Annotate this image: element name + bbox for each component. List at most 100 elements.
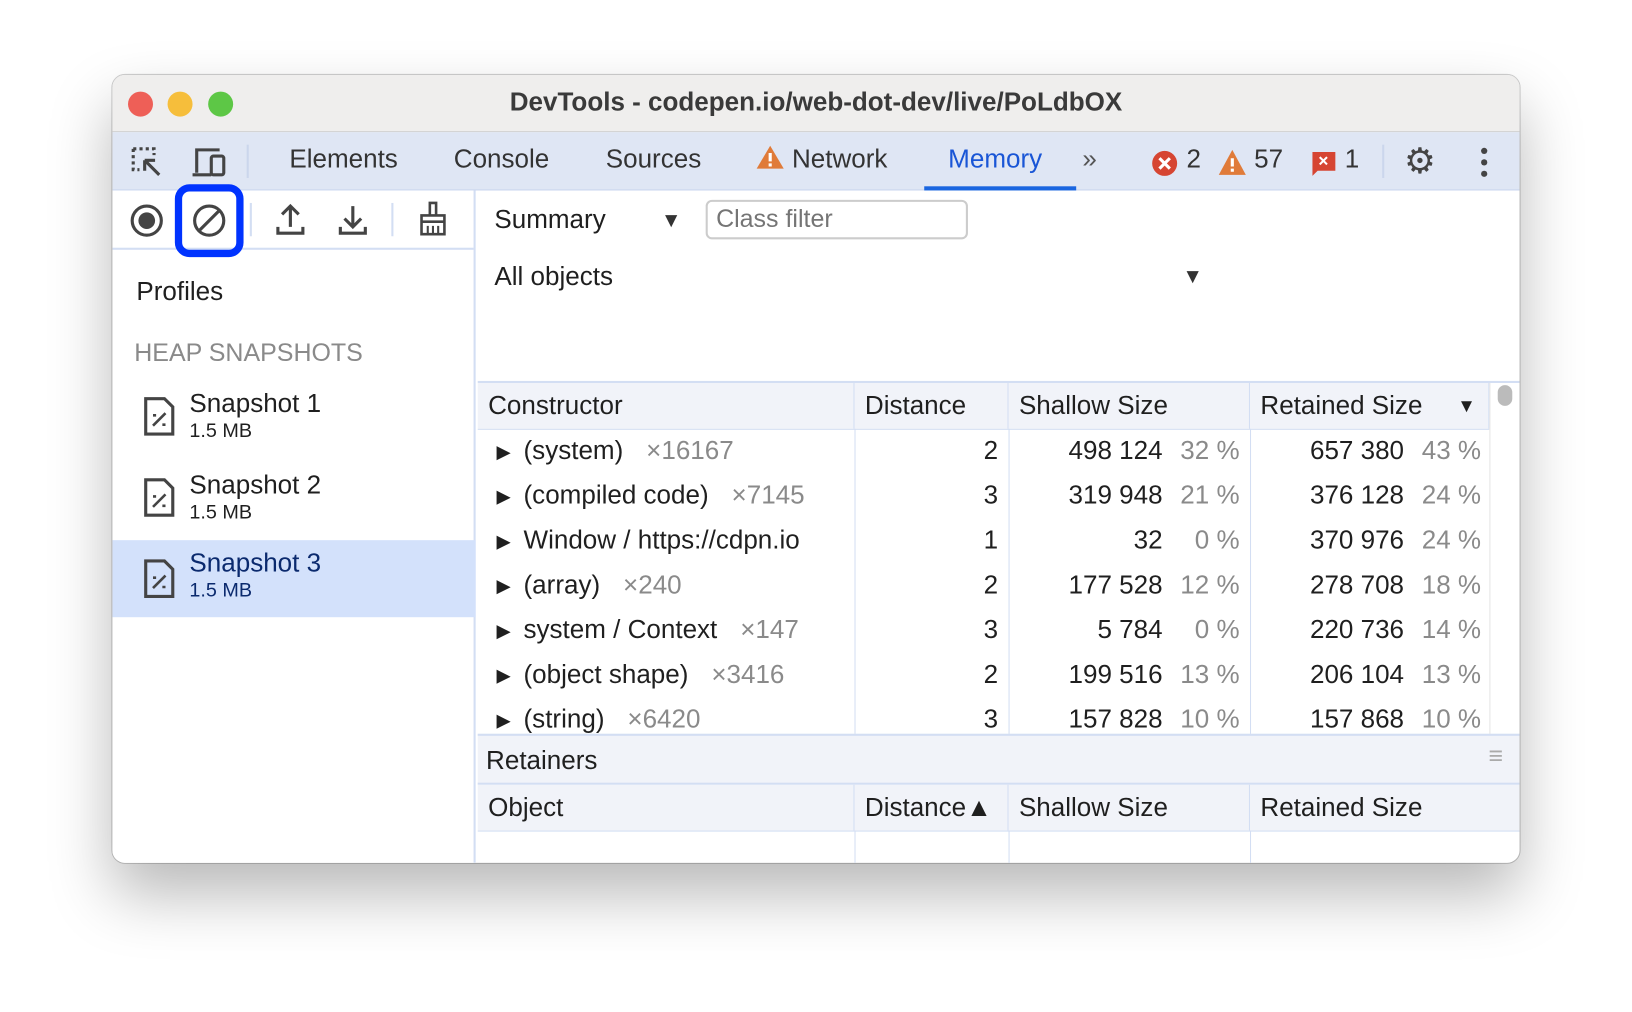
snapshot-size: 1.5 MB — [189, 501, 253, 524]
retainers-table: Object Distance▲ Shallow Size Retained S… — [477, 784, 1520, 863]
distance-value: 3 — [983, 480, 999, 510]
main-tab-bar: Elements Console Sources Network Memory … — [112, 132, 1520, 191]
close-button[interactable] — [128, 91, 153, 117]
issue-icon[interactable] — [1311, 151, 1336, 178]
tab-memory[interactable]: Memory — [948, 144, 1043, 174]
retained-size-percent: 24 % — [1421, 480, 1482, 510]
title-bar: DevTools - codepen.io/web-dot-dev/live/P… — [112, 74, 1520, 133]
objects-select[interactable]: All objects — [494, 262, 613, 292]
retained-size-value: 220 736 — [1309, 615, 1405, 645]
header-shallow-size[interactable]: Shallow Size — [1008, 784, 1251, 831]
expand-arrow-icon[interactable]: ▶ — [496, 441, 511, 463]
error-count[interactable]: 2 — [1186, 144, 1201, 174]
drag-handle-icon[interactable]: ≡ — [1488, 742, 1503, 771]
settings-gear-icon[interactable]: ⚙ — [1404, 141, 1436, 182]
constructor-label: (system) — [523, 436, 624, 466]
clear-all-profiles-icon[interactable] — [192, 203, 227, 238]
table-row[interactable]: ▶ system / Context ×147 3 5 784 0 % 220 736 14 … — [478, 609, 1490, 654]
snapshot-item-selected[interactable]: Snapshot 3 1.5 MB — [112, 540, 476, 618]
warning-count[interactable]: 57 — [1254, 144, 1284, 174]
snapshot-item[interactable]: Snapshot 2 1.5 MB — [112, 464, 475, 539]
tab-elements[interactable]: Elements — [289, 144, 398, 174]
clear-profiles-highlight — [174, 184, 244, 258]
constructor-label: system / Context — [523, 615, 718, 645]
warning-icon — [756, 145, 784, 169]
devtools-window: DevTools - codepen.io/web-dot-dev/live/P… — [112, 74, 1520, 863]
expand-arrow-icon[interactable]: ▶ — [496, 709, 511, 731]
table-row[interactable]: ▶ (compiled code) ×7145 3 319 948 21 % 376 128… — [478, 475, 1490, 520]
instance-count: ×6420 — [627, 704, 701, 734]
constructor-name: (object shape) ×3416 — [524, 660, 785, 690]
snapshot-size: 1.5 MB — [189, 420, 253, 443]
header-constructor[interactable]: Constructor — [477, 383, 855, 429]
warning-icon[interactable] — [1218, 149, 1247, 176]
constructor-label: (object shape) — [523, 659, 689, 690]
table-row[interactable]: ▶ (array) ×240 2 177 528 12 % 278 708 18 % — [478, 564, 1490, 609]
collect-garbage-icon[interactable] — [416, 201, 449, 238]
instance-count: ×147 — [740, 615, 799, 645]
expand-arrow-icon[interactable]: ▶ — [496, 486, 511, 507]
retained-size-value: 657 380 — [1309, 436, 1405, 466]
save-profile-icon[interactable] — [336, 202, 369, 237]
constructor-name: Window / https://cdpn.io — [524, 526, 823, 556]
heap-view: Summary ▼ All objects ▼ Constructor Dist… — [477, 190, 1520, 863]
class-filter-input[interactable] — [705, 199, 968, 240]
shallow-size-value: 32 — [1133, 525, 1163, 555]
header-retained-size[interactable]: Retained Size ▼ — [1250, 383, 1490, 429]
tab-sources[interactable]: Sources — [605, 144, 702, 174]
retained-size-percent: 24 % — [1421, 525, 1482, 555]
header-retained-size[interactable]: Retained Size — [1250, 784, 1520, 831]
shallow-size-percent: 0 % — [1194, 525, 1240, 555]
snapshot-item[interactable]: Snapshot 1 1.5 MB — [112, 383, 475, 458]
snapshot-file-icon — [144, 397, 175, 436]
tab-console[interactable]: Console — [453, 144, 550, 174]
more-tabs-icon[interactable]: » — [1082, 144, 1097, 174]
header-distance[interactable]: Distance — [854, 383, 1009, 429]
distance-value: 2 — [983, 570, 999, 600]
expand-arrow-icon[interactable]: ▶ — [496, 665, 511, 686]
expand-arrow-icon[interactable]: ▶ — [496, 620, 511, 642]
distance-value: 3 — [983, 615, 999, 645]
table-row[interactable]: ▶ (object shape) ×3416 2 199 516 13 % 206 104 1… — [478, 654, 1490, 699]
record-icon[interactable] — [129, 203, 164, 238]
error-icon[interactable] — [1151, 150, 1178, 177]
tab-network-label: Network — [792, 144, 888, 174]
snapshot-name: Snapshot 3 — [189, 548, 322, 578]
device-toolbar-icon[interactable] — [190, 146, 227, 179]
load-profile-icon[interactable] — [274, 202, 307, 237]
constructor-name: system / Context ×147 — [524, 615, 799, 645]
view-dropdown-icon[interactable]: ▼ — [660, 209, 682, 233]
heap-snapshots-heading: HEAP SNAPSHOTS — [134, 339, 363, 368]
constructor-name: (compiled code) ×7145 — [524, 481, 805, 511]
retained-size-value: 376 128 — [1309, 480, 1405, 510]
view-select[interactable]: Summary — [494, 205, 606, 235]
issue-count[interactable]: 1 — [1344, 144, 1360, 174]
header-distance[interactable]: Distance▲ — [854, 784, 1009, 831]
table-row[interactable]: ▶ (string) ×6420 3 157 828 10 % 157 868 10 % — [478, 698, 1490, 743]
expand-arrow-icon[interactable]: ▶ — [496, 530, 511, 552]
shallow-size-value: 5 784 — [1097, 615, 1163, 645]
header-shallow-size[interactable]: Shallow Size — [1008, 383, 1251, 429]
constructor-name: (system) ×16167 — [524, 436, 734, 466]
more-options-icon[interactable] — [1478, 146, 1490, 179]
table-row[interactable]: ▶ (system) ×16167 2 498 124 32 % 657 380 43 % — [478, 430, 1490, 475]
header-retained-label: Retained Size — [1260, 391, 1423, 421]
instance-count: ×3416 — [711, 659, 785, 690]
inspect-element-icon[interactable] — [130, 146, 163, 179]
shallow-size-percent: 21 % — [1180, 480, 1240, 510]
tab-network[interactable]: Network — [756, 144, 888, 175]
minimize-button[interactable] — [167, 91, 193, 117]
table-scrollbar[interactable] — [1489, 383, 1520, 735]
retainers-title: Retainers — [486, 746, 598, 776]
header-object[interactable]: Object — [477, 784, 855, 831]
instance-count: ×16167 — [646, 436, 734, 466]
constructor-label: (compiled code) — [523, 480, 709, 510]
expand-arrow-icon[interactable]: ▶ — [496, 575, 511, 597]
snapshot-size: 1.5 MB — [189, 579, 253, 602]
table-row[interactable]: ▶ Window / https://cdpn.io 1 32 0 % 370 976 24… — [478, 519, 1490, 564]
shallow-size-value: 199 516 — [1068, 659, 1163, 690]
profiles-sidebar: Profiles HEAP SNAPSHOTS Snapshot 1 1.5 MB… — [112, 184, 476, 863]
instance-count: ×7145 — [731, 480, 805, 510]
objects-dropdown-icon[interactable]: ▼ — [1182, 265, 1203, 289]
maximize-button[interactable] — [208, 91, 234, 117]
